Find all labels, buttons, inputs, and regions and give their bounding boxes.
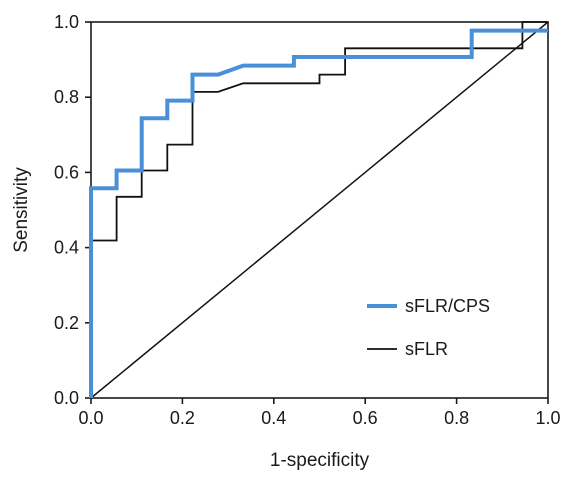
series-line-sflr-cps (89, 28, 548, 398)
x-tick-label: 1.0 (535, 408, 560, 428)
y-axis-title: Sensitivity (11, 167, 32, 253)
y-tick-label: 0.8 (54, 87, 79, 107)
x-tick-label: 0.0 (78, 408, 103, 428)
x-tick-label: 0.8 (444, 408, 469, 428)
y-tick-label: 0.6 (54, 162, 79, 182)
reference-diagonal-line (90, 21, 549, 399)
series-line-sflr (90, 21, 548, 398)
y-tick-label: 0.2 (54, 313, 79, 333)
series-layer (89, 21, 549, 399)
y-tick-label: 0.4 (54, 238, 79, 258)
y-tick-label: 1.0 (54, 12, 79, 32)
legend-label-sflr: sFLR (405, 339, 448, 359)
legend-label-sflr-cps: sFLR/CPS (405, 296, 490, 316)
x-tick-label: 0.6 (353, 408, 378, 428)
x-tick-label: 0.4 (261, 408, 286, 428)
legend: sFLR/CPS sFLR (367, 296, 490, 359)
axes-layer: 0.0 0.2 0.4 0.6 0.8 1.0 0.0 0.2 0.4 0.6 0.8 1.0 (54, 12, 561, 428)
x-axis-title: 1-specificity (270, 450, 370, 471)
y-tick-label: 0.0 (54, 388, 79, 408)
x-tick-label: 0.2 (170, 408, 195, 428)
